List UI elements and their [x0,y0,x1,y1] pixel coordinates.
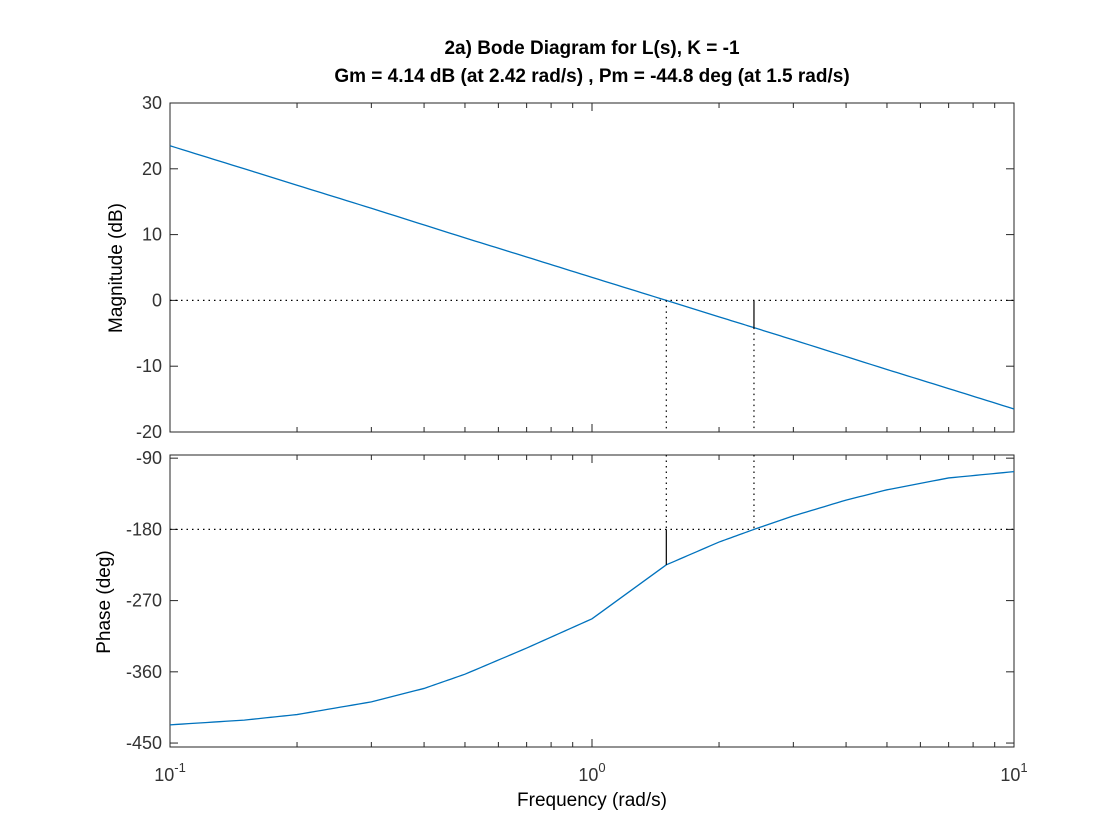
magnitude-y-tick-label: 30 [142,93,162,113]
x-tick-label: 101 [1000,760,1027,785]
chart-title: 2a) Bode Diagram for L(s), K = -1 [444,38,740,59]
phase-frame [169,454,1015,748]
magnitude-panel: 30 20 10 0 -10 -20 [136,93,1015,442]
magnitude-y-tick-label: 0 [152,290,162,310]
chart-subtitle: Gm = 4.14 dB (at 2.42 rad/s) , Pm = -44.… [334,66,849,87]
x-tick-label: 10-1 [154,760,186,785]
magnitude-frame [169,102,1015,433]
phase-panel: -90 -180 -270 -360 -450 [126,448,1015,753]
magnitude-y-tick-label: -10 [136,356,162,376]
phase-y-tick-label: -270 [126,591,162,611]
x-tick-label: 100 [578,760,605,785]
magnitude-y-tick-label: 20 [142,159,162,179]
phase-series-line [169,470,1015,726]
phase-y-tick-label: -360 [126,662,162,682]
magnitude-axis-label: Magnitude (dB) [106,203,127,333]
frequency-axis-label: Frequency (rad/s) [517,790,667,811]
magnitude-y-tick-label: 10 [142,225,162,245]
phase-y-tick-label: -90 [136,448,162,468]
x-tick-labels: 10-1 100 101 [154,760,1027,785]
magnitude-series-line [169,145,1015,410]
magnitude-y-tick-label: -20 [136,422,162,442]
phase-y-tick-label: -180 [126,519,162,539]
phase-axis-label: Phase (deg) [94,550,115,654]
phase-y-tick-label: -450 [126,733,162,753]
